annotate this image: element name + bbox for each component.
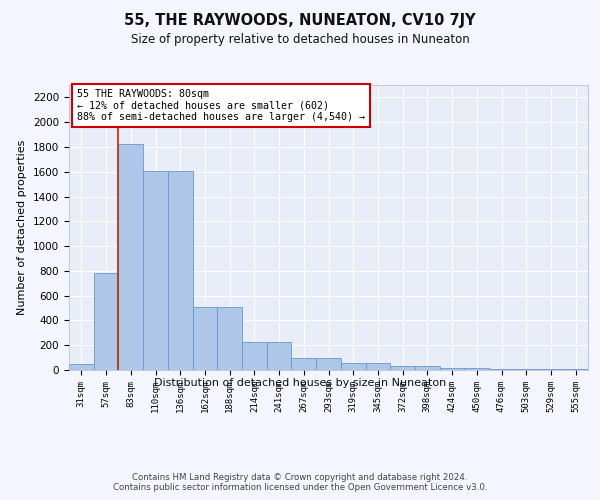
Bar (69, 364, 94, 370)
Bar (94, 274, 118, 370)
Bar (217, 307, 242, 370)
Text: Contains HM Land Registry data © Crown copyright and database right 2024.
Contai: Contains HM Land Registry data © Crown c… (113, 472, 487, 492)
Bar (390, 366, 415, 370)
Bar (489, 369, 514, 370)
Y-axis label: Number of detached properties: Number of detached properties (17, 140, 28, 315)
Bar (193, 307, 217, 370)
Bar (242, 342, 267, 370)
Bar (118, 144, 143, 370)
Bar (316, 358, 341, 370)
Bar (464, 368, 489, 370)
Bar (267, 342, 292, 370)
Bar (365, 363, 390, 370)
Bar (440, 368, 464, 370)
Bar (341, 363, 365, 370)
Bar (168, 170, 193, 370)
Text: Size of property relative to detached houses in Nuneaton: Size of property relative to detached ho… (131, 32, 469, 46)
Bar (292, 358, 316, 370)
Text: Distribution of detached houses by size in Nuneaton: Distribution of detached houses by size … (154, 378, 446, 388)
Bar (143, 170, 168, 370)
Text: 55 THE RAYWOODS: 80sqm
← 12% of detached houses are smaller (602)
88% of semi-de: 55 THE RAYWOODS: 80sqm ← 12% of detached… (77, 90, 365, 122)
Bar (514, 369, 539, 370)
Text: 55, THE RAYWOODS, NUNEATON, CV10 7JY: 55, THE RAYWOODS, NUNEATON, CV10 7JY (124, 12, 476, 28)
Bar (415, 366, 440, 370)
